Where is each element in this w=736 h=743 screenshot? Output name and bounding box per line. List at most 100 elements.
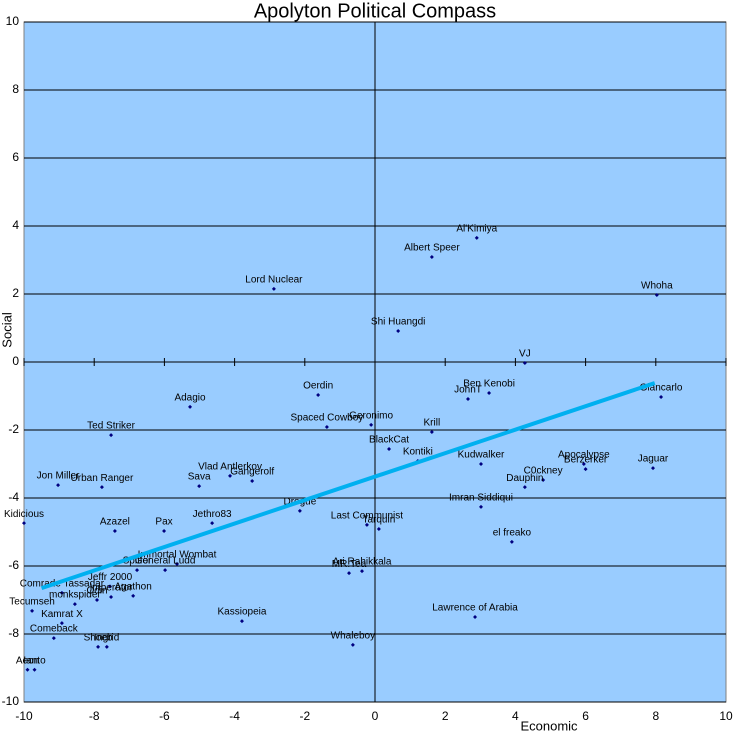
y-tick-label: -6 bbox=[8, 558, 19, 572]
point bbox=[112, 528, 117, 533]
y-tick-label: 8 bbox=[12, 82, 19, 96]
point-label: Ari Rahikkala bbox=[333, 557, 392, 568]
y-tick-label: -2 bbox=[8, 422, 19, 436]
point-label: el freako bbox=[493, 528, 532, 539]
point bbox=[364, 522, 369, 527]
x-tick-label: 2 bbox=[442, 709, 449, 723]
point bbox=[324, 424, 329, 429]
point bbox=[59, 590, 64, 595]
point bbox=[541, 477, 546, 482]
point-label: Immortal Wombat bbox=[138, 550, 217, 561]
point-label: VJ bbox=[519, 349, 531, 360]
point bbox=[350, 642, 355, 647]
point-label: Jethro83 bbox=[193, 509, 232, 520]
x-tick-label: -2 bbox=[299, 709, 310, 723]
point bbox=[25, 667, 30, 672]
x-tick-label: 0 bbox=[372, 709, 379, 723]
point-label: Ingrid bbox=[94, 633, 119, 644]
point bbox=[376, 526, 381, 531]
point-label: Apocalypse bbox=[558, 450, 610, 461]
x-tick-label: 8 bbox=[652, 709, 659, 723]
y-tick-label: 10 bbox=[6, 14, 20, 28]
y-tick-label: 4 bbox=[12, 218, 19, 232]
point-label: Krill bbox=[424, 418, 441, 429]
point-label: Berzerker bbox=[564, 455, 608, 466]
point bbox=[474, 235, 479, 240]
point bbox=[51, 636, 56, 641]
point-label: General Ludd bbox=[135, 556, 196, 567]
point bbox=[347, 571, 352, 576]
point bbox=[239, 619, 244, 624]
point bbox=[32, 667, 37, 672]
point-label: Lawrence of Arabia bbox=[432, 603, 518, 614]
point bbox=[163, 568, 168, 573]
point bbox=[659, 395, 664, 400]
point-label: Kassiopeia bbox=[218, 607, 267, 618]
x-tick-label: -10 bbox=[15, 709, 33, 723]
point bbox=[162, 528, 167, 533]
point bbox=[396, 329, 401, 334]
point-label: Kudwalker bbox=[458, 450, 505, 461]
point-label: Ianto bbox=[23, 655, 46, 666]
point bbox=[583, 467, 588, 472]
point bbox=[369, 422, 374, 427]
point bbox=[109, 594, 114, 599]
point bbox=[250, 479, 255, 483]
point-label: Jeffr 2000 bbox=[88, 572, 133, 583]
point bbox=[429, 254, 434, 259]
point-label: Comrade Tassadar bbox=[20, 579, 105, 590]
point bbox=[109, 433, 114, 438]
point bbox=[188, 404, 193, 409]
point-label: Vlad Antlerkov bbox=[198, 462, 262, 473]
point bbox=[175, 561, 180, 566]
point-label: Pax bbox=[155, 517, 172, 528]
point bbox=[197, 484, 202, 489]
point-label: JohnT bbox=[454, 385, 482, 396]
chart-title: Apolyton Political Compass bbox=[254, 0, 496, 22]
x-axis-label: Economic bbox=[520, 718, 578, 733]
point bbox=[487, 390, 492, 395]
point-label: Tarquin bbox=[362, 515, 395, 526]
x-tick-label: -6 bbox=[159, 709, 170, 723]
point-label: monkspider bbox=[49, 590, 101, 601]
point-label: Spiffor bbox=[123, 556, 152, 567]
point-label: Agathon bbox=[115, 582, 152, 593]
point bbox=[316, 392, 321, 397]
point-label: Ben Kenobi bbox=[463, 379, 515, 390]
point-label: Lord Nuclear bbox=[245, 275, 303, 286]
point bbox=[104, 644, 109, 649]
y-tick-label: -8 bbox=[8, 626, 19, 640]
point-label: Imperator bbox=[90, 583, 133, 594]
x-tick-label: 4 bbox=[512, 709, 519, 723]
point-label: Oerdin bbox=[303, 381, 333, 392]
x-tick-label: 6 bbox=[582, 709, 589, 723]
point bbox=[654, 293, 659, 298]
point-label: Adagio bbox=[174, 393, 206, 404]
point-label: Whoha bbox=[641, 281, 673, 292]
y-tick-label: -4 bbox=[8, 490, 19, 504]
point-label: Spaced Cowboy bbox=[290, 413, 363, 424]
point-label: Comeback bbox=[30, 624, 79, 635]
point bbox=[95, 598, 100, 602]
point-label: Kidicious bbox=[4, 509, 44, 520]
point bbox=[466, 397, 471, 402]
point bbox=[509, 539, 514, 544]
point bbox=[22, 521, 26, 526]
point-label: Imran Siddiqui bbox=[449, 492, 513, 503]
point bbox=[581, 462, 586, 466]
point-label: Last Communist bbox=[331, 511, 403, 522]
y-tick-label: -10 bbox=[2, 694, 20, 708]
point-label: Jaguar bbox=[638, 454, 669, 465]
point-label: Jon Miller bbox=[37, 471, 80, 482]
point bbox=[479, 462, 484, 466]
point bbox=[131, 593, 136, 598]
point-label: MR.Tea bbox=[332, 559, 367, 570]
point bbox=[228, 473, 233, 478]
x-tick-label: 10 bbox=[719, 709, 733, 723]
point-label: Ted Striker bbox=[87, 421, 135, 432]
point bbox=[135, 568, 140, 573]
point-label: Whaleboy bbox=[331, 631, 375, 642]
y-tick-label: 6 bbox=[12, 150, 19, 164]
point bbox=[210, 521, 215, 526]
